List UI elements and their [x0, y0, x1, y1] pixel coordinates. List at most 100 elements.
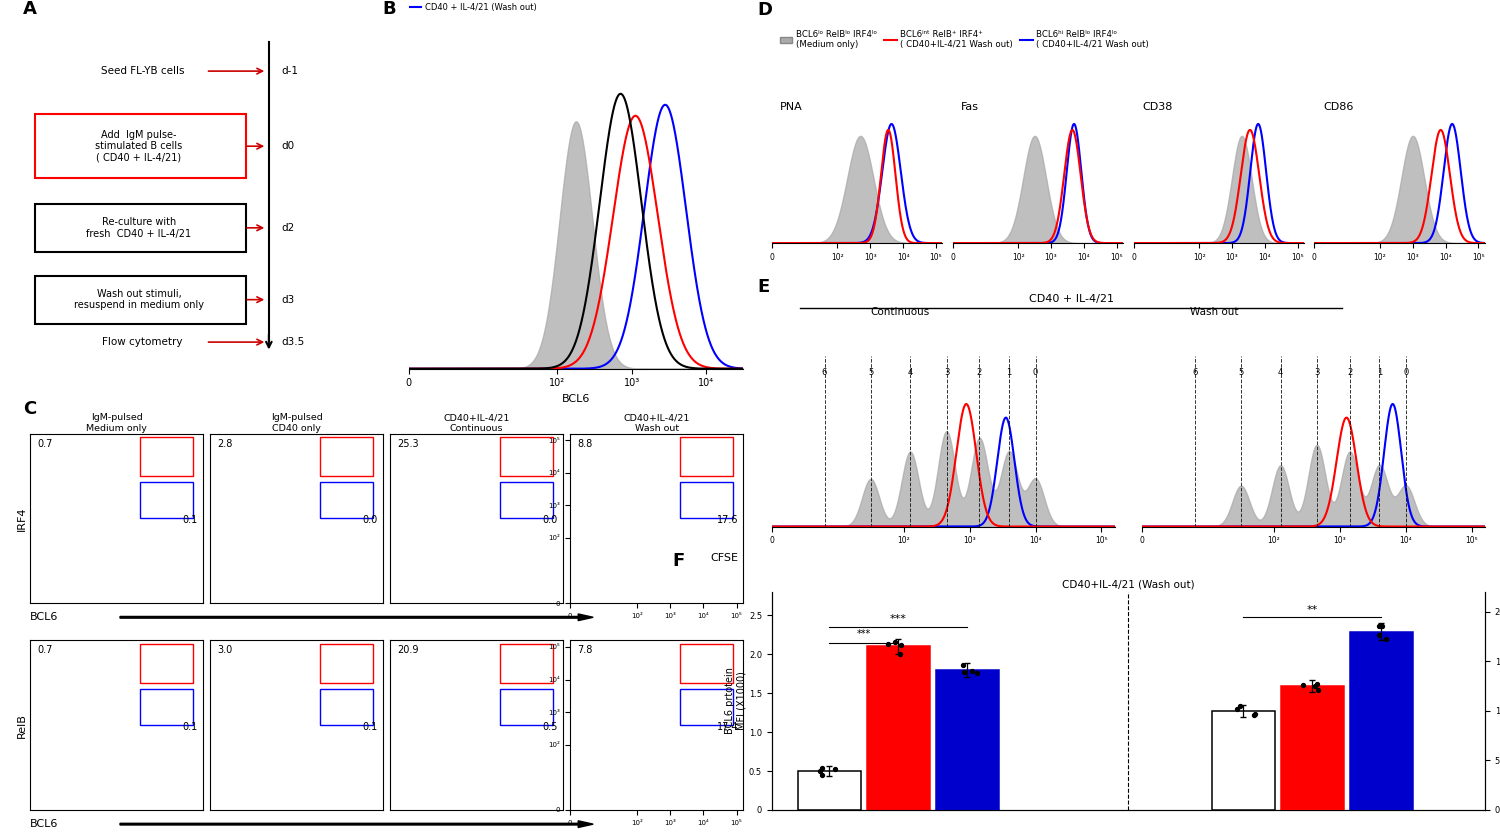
Text: 0.1: 0.1	[183, 515, 198, 525]
Point	[1306, 683, 1330, 696]
Point	[964, 666, 988, 680]
Text: Flow cytometry: Flow cytometry	[102, 337, 183, 347]
Point	[960, 664, 984, 677]
Text: 0.0: 0.0	[543, 515, 558, 525]
Point	[1366, 628, 1390, 641]
Bar	[1281, 686, 1344, 810]
FancyBboxPatch shape	[36, 276, 246, 324]
Text: 2: 2	[1347, 367, 1353, 377]
Title: CD40+IL-4/21
Wash out: CD40+IL-4/21 Wash out	[624, 413, 690, 433]
Title: CD40+IL-4/21
Continuous: CD40+IL-4/21 Continuous	[444, 413, 510, 433]
Bar	[140, 690, 194, 725]
Text: A: A	[22, 0, 38, 18]
Point	[808, 764, 832, 777]
Text: 4: 4	[1278, 367, 1282, 377]
Point	[824, 762, 848, 776]
Y-axis label: IRF4: IRF4	[16, 506, 27, 530]
Text: 6: 6	[822, 367, 827, 377]
Text: Wash out stimuli,
resuspend in medium only: Wash out stimuli, resuspend in medium on…	[74, 289, 204, 311]
Text: Fas: Fas	[962, 102, 980, 112]
Text: d3.5: d3.5	[280, 337, 304, 347]
Text: 1: 1	[1007, 367, 1013, 377]
Text: ***: ***	[890, 614, 906, 624]
Point	[952, 665, 976, 679]
FancyBboxPatch shape	[36, 204, 246, 252]
Text: 0.7: 0.7	[38, 438, 52, 448]
Point	[1242, 708, 1266, 721]
Text: D: D	[758, 1, 772, 18]
Bar	[140, 437, 194, 476]
Point	[890, 639, 914, 652]
Text: CD38: CD38	[1142, 102, 1173, 112]
Text: 0.1: 0.1	[363, 721, 378, 731]
Title: CD40+IL-4/21 (Wash out): CD40+IL-4/21 (Wash out)	[1062, 579, 1194, 590]
Point	[951, 659, 975, 672]
Text: 25.3: 25.3	[398, 438, 418, 448]
Point	[888, 647, 912, 660]
Text: d2: d2	[280, 223, 294, 233]
Text: CD40 + IL-4/21: CD40 + IL-4/21	[1029, 294, 1114, 304]
Bar	[500, 644, 554, 683]
Text: 2.8: 2.8	[217, 438, 232, 448]
Text: Continuous: Continuous	[870, 307, 930, 316]
Text: 4: 4	[908, 367, 914, 377]
X-axis label: BCL6: BCL6	[562, 394, 590, 404]
Text: Seed FL-YB cells: Seed FL-YB cells	[100, 66, 184, 76]
Y-axis label: RelB: RelB	[16, 713, 27, 737]
Point	[1228, 700, 1252, 713]
Point	[1242, 707, 1266, 721]
Bar	[867, 646, 930, 810]
Text: 20.9: 20.9	[398, 645, 418, 655]
Point	[1370, 620, 1394, 633]
Text: 3.0: 3.0	[217, 645, 232, 655]
Point	[1226, 703, 1250, 716]
Text: 2: 2	[976, 367, 982, 377]
Text: F: F	[672, 552, 684, 570]
Text: 0.5: 0.5	[543, 721, 558, 731]
Bar	[680, 644, 734, 683]
Point	[1292, 678, 1316, 691]
Text: d0: d0	[280, 141, 294, 151]
Text: ***: ***	[856, 629, 871, 639]
FancyBboxPatch shape	[36, 114, 246, 178]
Title: IgM-pulsed
Medium only: IgM-pulsed Medium only	[86, 413, 147, 433]
Text: 0: 0	[1402, 367, 1408, 377]
Text: 8.8: 8.8	[578, 438, 592, 448]
Text: 1: 1	[1377, 367, 1382, 377]
Point	[876, 637, 900, 650]
Text: 3: 3	[1314, 367, 1320, 377]
Text: BCL6: BCL6	[30, 818, 58, 828]
Text: BCL6: BCL6	[30, 612, 58, 622]
Bar	[320, 690, 374, 725]
Text: CD86: CD86	[1323, 102, 1353, 112]
Text: C: C	[22, 401, 36, 418]
Text: 5: 5	[1239, 367, 1244, 377]
Point	[1374, 632, 1398, 645]
Text: 6: 6	[1192, 367, 1197, 377]
Bar	[1350, 631, 1413, 810]
Bar	[1212, 711, 1275, 810]
Bar	[680, 690, 734, 725]
Text: E: E	[758, 278, 770, 296]
Text: 7.8: 7.8	[578, 645, 592, 655]
Legend: BCL6ˡᵒ RelBˡᵒ IRF4ˡᵒ
(Medium only), BCL6ⁱⁿᵗ RelB⁺ IRF4⁺
( CD40+IL-4/21 Wash out): BCL6ˡᵒ RelBˡᵒ IRF4ˡᵒ (Medium only), BCL6…	[776, 26, 1152, 53]
Bar	[936, 670, 999, 810]
Point	[810, 768, 834, 782]
Text: 17.6: 17.6	[717, 515, 738, 525]
Bar	[500, 483, 554, 519]
Point	[1304, 680, 1328, 693]
Y-axis label: BCL6 prtotein
MFI (X1000): BCL6 prtotein MFI (X1000)	[724, 667, 746, 735]
Text: 0.1: 0.1	[183, 721, 198, 731]
Text: 5: 5	[868, 367, 873, 377]
Text: 17.4: 17.4	[717, 721, 738, 731]
Text: d3: d3	[280, 295, 294, 305]
Title: IgM-pulsed
CD40 only: IgM-pulsed CD40 only	[270, 413, 322, 433]
Point	[884, 635, 908, 649]
Point	[1305, 677, 1329, 691]
Point	[1368, 619, 1392, 632]
Bar	[320, 437, 374, 476]
Legend: Medium only, αCD40 only, CD40 + IL-4/21 (Continuous), CD40 + IL-4/21 (Wash out): Medium only, αCD40 only, CD40 + IL-4/21 …	[406, 0, 548, 16]
Text: 0.0: 0.0	[363, 515, 378, 525]
Bar	[680, 437, 734, 476]
Text: d-1: d-1	[280, 66, 298, 76]
